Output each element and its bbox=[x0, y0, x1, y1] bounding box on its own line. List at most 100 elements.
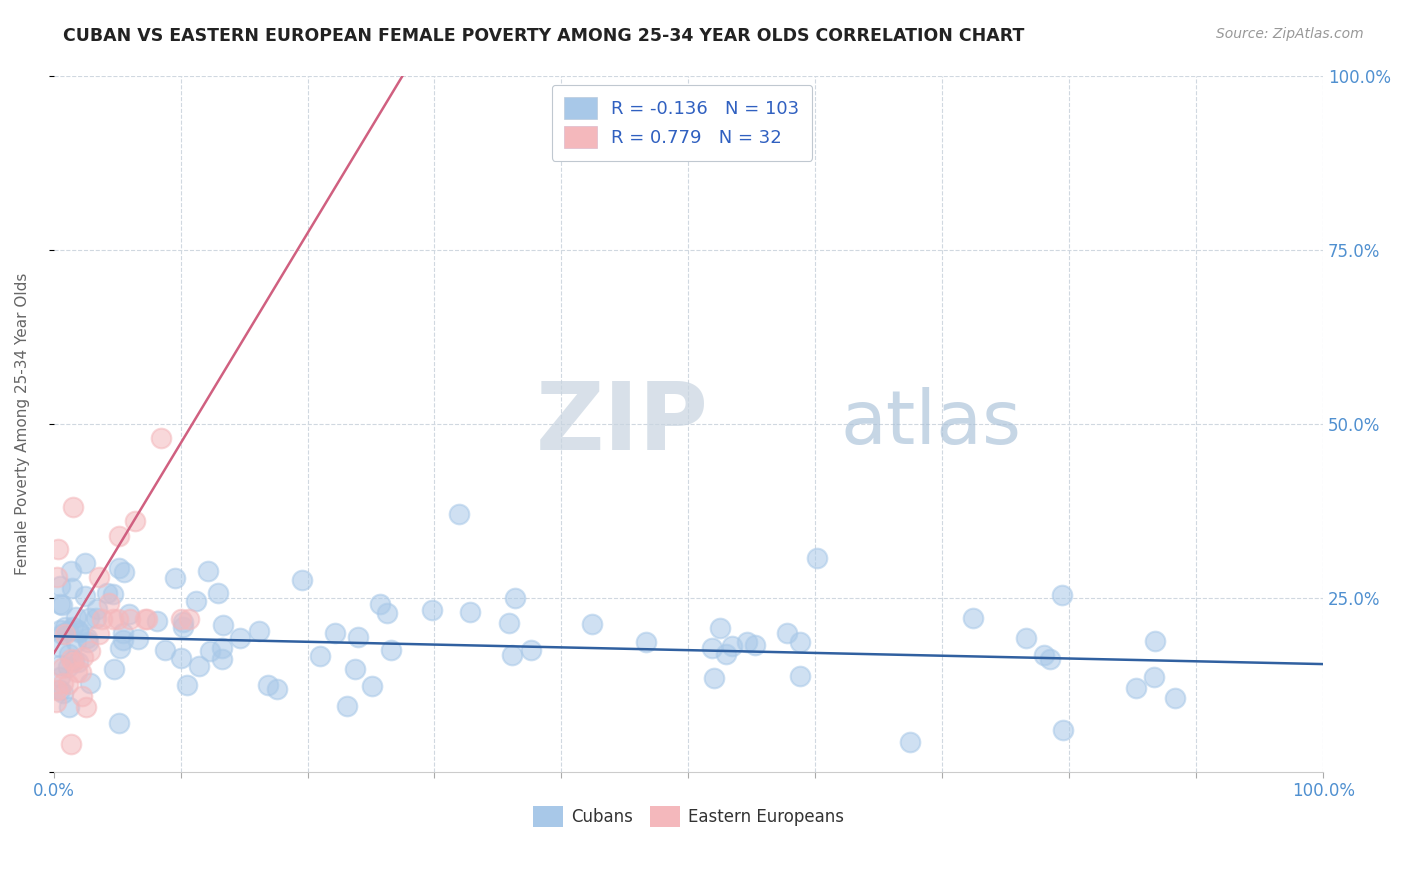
Text: Source: ZipAtlas.com: Source: ZipAtlas.com bbox=[1216, 27, 1364, 41]
Point bbox=[60, 564, 83, 578]
Point bbox=[420, 603, 443, 617]
Point bbox=[124, 514, 146, 528]
Point bbox=[75, 589, 97, 603]
Point bbox=[51, 661, 73, 675]
Point bbox=[89, 627, 111, 641]
Point bbox=[1143, 670, 1166, 684]
Point bbox=[87, 569, 110, 583]
Point bbox=[67, 624, 90, 639]
Point bbox=[51, 627, 73, 641]
Point bbox=[112, 625, 135, 640]
Point bbox=[70, 665, 93, 680]
Point bbox=[45, 695, 67, 709]
Point bbox=[146, 615, 169, 629]
Point bbox=[84, 610, 107, 624]
Point bbox=[291, 573, 314, 587]
Point bbox=[789, 635, 811, 649]
Point bbox=[103, 662, 125, 676]
Point bbox=[108, 716, 131, 731]
Point bbox=[49, 640, 72, 655]
Point bbox=[65, 634, 87, 648]
Point bbox=[77, 611, 100, 625]
Point bbox=[98, 596, 121, 610]
Point bbox=[107, 612, 129, 626]
Point bbox=[211, 651, 233, 665]
Point bbox=[211, 640, 233, 655]
Point bbox=[134, 612, 156, 626]
Point bbox=[163, 571, 186, 585]
Point bbox=[789, 669, 811, 683]
Point bbox=[703, 671, 725, 685]
Point bbox=[1164, 690, 1187, 705]
Point bbox=[75, 699, 97, 714]
Point bbox=[91, 612, 114, 626]
Point bbox=[335, 698, 357, 713]
Point bbox=[1033, 648, 1056, 663]
Point bbox=[380, 642, 402, 657]
Point bbox=[112, 633, 135, 648]
Point bbox=[170, 651, 193, 665]
Point bbox=[59, 737, 82, 751]
Point bbox=[344, 662, 367, 676]
Point bbox=[323, 626, 346, 640]
Point bbox=[58, 647, 80, 661]
Point bbox=[52, 676, 75, 690]
Point bbox=[56, 624, 79, 639]
Point bbox=[806, 551, 828, 566]
Point bbox=[229, 631, 252, 645]
Point bbox=[1039, 652, 1062, 666]
Point bbox=[744, 638, 766, 652]
Y-axis label: Female Poverty Among 25-34 Year Olds: Female Poverty Among 25-34 Year Olds bbox=[15, 273, 30, 575]
Point bbox=[702, 640, 724, 655]
Point bbox=[721, 639, 744, 653]
Point bbox=[45, 570, 67, 584]
Point bbox=[634, 635, 657, 649]
Point bbox=[49, 683, 72, 698]
Point bbox=[197, 564, 219, 578]
Point bbox=[66, 665, 89, 679]
Point bbox=[46, 682, 69, 697]
Point bbox=[375, 606, 398, 620]
Point bbox=[52, 685, 75, 699]
Point bbox=[520, 643, 543, 657]
Point bbox=[108, 529, 131, 543]
Point bbox=[198, 643, 221, 657]
Point bbox=[72, 649, 94, 664]
Point bbox=[179, 612, 201, 626]
Point bbox=[46, 542, 69, 557]
Point bbox=[188, 658, 211, 673]
Point bbox=[127, 632, 149, 646]
Point bbox=[73, 556, 96, 570]
Point bbox=[56, 677, 79, 691]
Point bbox=[1052, 723, 1074, 737]
Point bbox=[72, 689, 94, 703]
Point bbox=[503, 591, 526, 606]
Point bbox=[368, 597, 391, 611]
Text: ZIP: ZIP bbox=[536, 378, 709, 470]
Point bbox=[62, 655, 84, 669]
Point bbox=[360, 679, 382, 693]
Point bbox=[118, 612, 141, 626]
Point bbox=[103, 587, 125, 601]
Point bbox=[58, 700, 80, 714]
Point bbox=[172, 620, 194, 634]
Point bbox=[58, 660, 80, 674]
Text: atlas: atlas bbox=[841, 387, 1022, 460]
Point bbox=[266, 682, 288, 697]
Point bbox=[79, 676, 101, 690]
Point bbox=[581, 617, 603, 632]
Point bbox=[53, 626, 76, 640]
Point bbox=[62, 620, 84, 634]
Point bbox=[347, 630, 370, 644]
Point bbox=[776, 625, 799, 640]
Point bbox=[49, 579, 72, 593]
Point bbox=[898, 735, 921, 749]
Point bbox=[96, 585, 118, 599]
Point bbox=[49, 670, 72, 684]
Point bbox=[79, 644, 101, 658]
Point bbox=[65, 610, 87, 624]
Point bbox=[211, 618, 233, 632]
Point bbox=[60, 581, 83, 595]
Point bbox=[735, 635, 758, 649]
Point bbox=[709, 621, 731, 635]
